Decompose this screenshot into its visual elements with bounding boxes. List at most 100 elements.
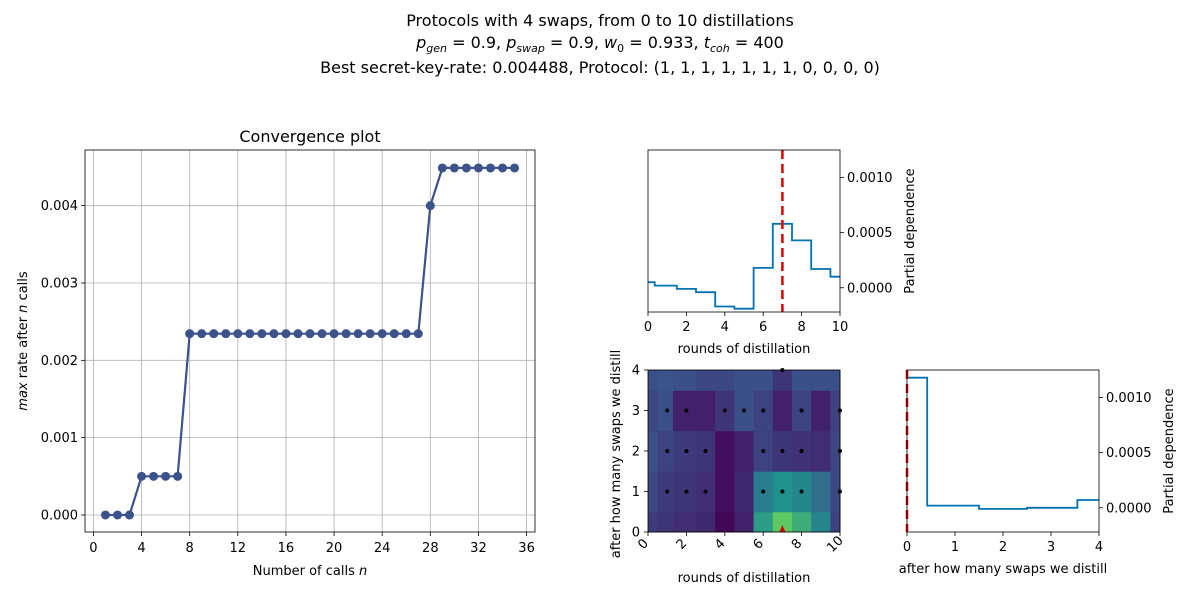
heatmap-cell: [715, 471, 735, 513]
x-tick-label: 24: [374, 541, 391, 556]
data-point: [221, 329, 231, 339]
partial-dependence-line: [648, 222, 840, 310]
x-tick-label: 10: [832, 320, 849, 335]
heatmap-cell: [830, 430, 841, 472]
data-point: [269, 329, 279, 339]
heatmap-cell: [672, 511, 697, 533]
heatmap-cell: [811, 390, 831, 432]
data-point: [257, 329, 267, 339]
axes-frame: [647, 149, 841, 313]
y-tick-label: 0.0005: [1106, 446, 1152, 461]
sample-point: [799, 408, 804, 413]
x-tick-label: 8: [797, 320, 805, 335]
heatmap-cell: [772, 370, 793, 391]
heatmap-cell: [830, 390, 841, 432]
sample-point: [761, 408, 766, 413]
axes-frame: [84, 149, 536, 533]
data-point: [329, 329, 339, 339]
heatmap-cell: [753, 511, 774, 533]
x-tick-label: 2: [999, 540, 1007, 555]
sample-point: [684, 489, 689, 494]
y-tick-label: 3: [632, 404, 640, 419]
data-point: [305, 329, 315, 339]
data-point: [389, 329, 399, 339]
data-point: [281, 329, 291, 339]
data-point: [401, 329, 411, 339]
sample-point: [780, 449, 785, 453]
x-tick-label: 2: [674, 536, 690, 552]
x-tick-label: 0: [89, 541, 97, 556]
figure-title: Protocols with 4 swaps, from 0 to 10 dis…: [320, 11, 880, 77]
sample-point: [742, 408, 746, 413]
data-point: [149, 471, 159, 481]
heatmap-cell: [830, 370, 841, 391]
heatmap-cell: [792, 511, 812, 533]
y-tick-label: 0.001: [41, 431, 78, 446]
data-point: [293, 329, 303, 339]
heatmap-cell: [811, 370, 831, 391]
data-point: [341, 329, 351, 339]
heatmap-cell: [672, 370, 697, 391]
y-tick-label: 0.0005: [847, 226, 893, 241]
data-point: [413, 329, 423, 339]
data-point: [161, 471, 171, 481]
heatmap-cell: [648, 390, 659, 432]
heatmap-cell: [772, 390, 793, 432]
y-tick-label: 0.0000: [1106, 501, 1152, 516]
heatmap-cell: [753, 370, 774, 391]
y-tick-label: 1: [632, 485, 640, 500]
heatmap-cell: [772, 511, 793, 533]
heatmap-cell: [696, 390, 716, 432]
heatmap-cell: [648, 370, 659, 391]
data-point: [498, 163, 508, 173]
sample-point: [799, 489, 804, 494]
heatmap-cell: [792, 370, 812, 391]
data-point: [197, 329, 207, 339]
data-point: [233, 329, 243, 339]
sample-point: [665, 449, 670, 453]
data-point: [112, 510, 122, 520]
figure-title-line-1: Protocols with 4 swaps, from 0 to 10 dis…: [406, 11, 794, 30]
x-tick-label: 20: [326, 541, 343, 556]
x-tick-label: 0: [644, 320, 652, 335]
data-point: [173, 471, 183, 481]
figure-title-line-3: Best secret-key-rate: 0.004488, Protocol…: [320, 58, 880, 77]
y-tick-label: 0.0000: [847, 281, 893, 296]
heatmap-cell: [657, 511, 674, 533]
heatmap-cell: [648, 471, 659, 513]
x-tick-label: 36: [518, 541, 535, 556]
data-point: [209, 329, 219, 339]
heatmap-cell: [734, 471, 755, 513]
heatmap-cell: [696, 370, 716, 391]
partial-dependence-distill-plot: 0 2 4 6 8 10 0.0000 0.0005 0.0010 rounds of disti…: [644, 149, 918, 357]
x-tick-label: 3: [1047, 540, 1055, 555]
y-tick-label: 4: [632, 364, 640, 379]
x-tick-label: 4: [1095, 540, 1103, 555]
heatmap-cell: [811, 511, 831, 533]
x-tick-label: 4: [137, 541, 145, 556]
heatmap-cell: [811, 430, 831, 472]
y-tick-label: 0.0010: [1106, 391, 1152, 406]
y-axis-label: Partial dependence: [903, 168, 918, 293]
data-point: [185, 329, 195, 339]
data-point: [353, 329, 363, 339]
y-tick-label: 0: [632, 526, 640, 541]
series-line: [105, 166, 515, 517]
sample-point: [780, 489, 785, 494]
x-tick-label: 12: [230, 541, 247, 556]
y-tick-label: 0.002: [41, 354, 78, 369]
x-axis-label: Number of calls n: [253, 564, 368, 579]
data-point: [137, 471, 147, 481]
partial-dependence-swaps-plot: 0 1 2 3 4 0.0000 0.0005 0.0010 after how many sw…: [899, 369, 1177, 577]
figure-title-line-2: pgen = 0.9, pswap = 0.9, w0 = 0.933, tco…: [415, 33, 784, 55]
data-point: [317, 329, 327, 339]
sample-point: [722, 408, 727, 413]
data-point: [485, 163, 495, 173]
x-tick-label: 28: [422, 541, 439, 556]
heatmap-cell: [830, 471, 841, 513]
data-point: [245, 329, 255, 339]
sample-point: [761, 449, 766, 453]
sample-point: [703, 449, 708, 453]
sample-point: [799, 449, 804, 453]
